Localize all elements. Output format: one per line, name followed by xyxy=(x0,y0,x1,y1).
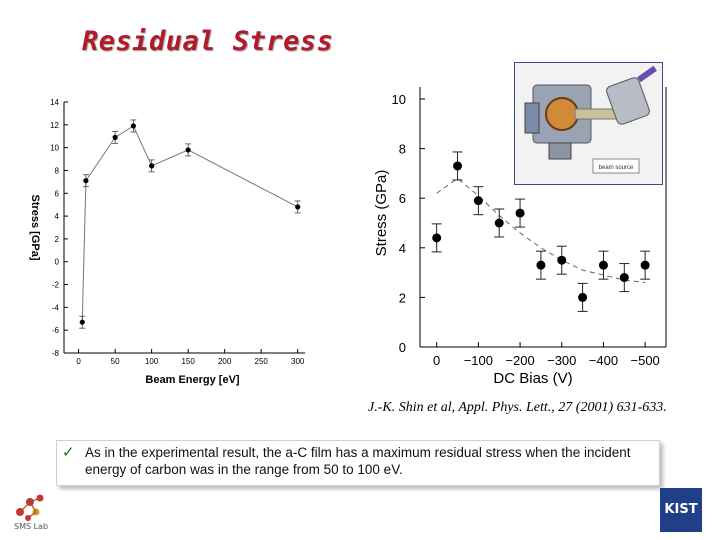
data-point xyxy=(494,218,504,228)
data-point xyxy=(79,319,85,325)
chart-beam-energy: -8 -6 -4 -2 0 2 4 6 8 10 12 14 0 50 100 150 200 250 300 Bea… xyxy=(29,98,305,386)
inset-label: beam source xyxy=(599,165,634,171)
y-tick-label: 2 xyxy=(399,290,406,305)
y-tick-label: -6 xyxy=(52,326,60,335)
inset-label-box xyxy=(592,158,640,174)
x-tick-label: −100 xyxy=(464,353,493,368)
x-tick-label: 0 xyxy=(433,353,440,368)
note-box: ✓ As in the experimental result, the a-C… xyxy=(56,440,660,486)
target-disk xyxy=(545,97,579,131)
data-point xyxy=(83,178,89,184)
data-point xyxy=(432,233,442,243)
y-tick-label: 8 xyxy=(55,166,60,175)
sms-lab-logo xyxy=(16,494,44,521)
data-point xyxy=(112,134,118,140)
y-tick-label: 8 xyxy=(399,142,406,157)
y-tick-label: -2 xyxy=(52,281,60,290)
y-axis-label: Stress [GPa] xyxy=(29,194,41,260)
x-tick-label: −500 xyxy=(631,353,660,368)
y-tick-label: 14 xyxy=(50,98,59,107)
pump-port xyxy=(548,142,572,160)
checkmark-icon: ✓ xyxy=(62,444,75,461)
note-text: As in the experimental result, the a-C f… xyxy=(85,445,631,477)
source-feed xyxy=(637,65,657,83)
y-tick-label: 10 xyxy=(50,144,59,153)
data-point xyxy=(619,273,629,283)
x-tick-label: 100 xyxy=(145,357,159,366)
x-tick-label: 200 xyxy=(218,357,232,366)
data-point xyxy=(473,196,483,206)
slide-title: Residual Stress xyxy=(82,26,334,57)
x-tick-label: 250 xyxy=(255,357,269,366)
y-axis-label: Stress (GPa) xyxy=(373,170,390,257)
data-point xyxy=(598,260,608,270)
x-tick-label: −200 xyxy=(505,353,534,368)
data-point xyxy=(130,123,136,129)
apparatus-inset: beam source xyxy=(514,62,663,185)
y-tick-label: 10 xyxy=(392,92,406,107)
data-point xyxy=(536,260,546,270)
y-tick-label: 0 xyxy=(55,258,60,267)
x-tick-label: 50 xyxy=(111,357,120,366)
y-tick-label: 12 xyxy=(50,121,59,130)
citation: J.-K. Shin et al, Appl. Phys. Lett., 27 … xyxy=(368,400,667,415)
x-axis-label: DC Bias (V) xyxy=(493,370,572,387)
data-point xyxy=(149,163,155,169)
trend-line xyxy=(436,177,646,284)
data-point xyxy=(453,161,463,171)
chamber-flange xyxy=(524,102,540,134)
x-tick-label: 0 xyxy=(76,357,81,366)
x-tick-label: −400 xyxy=(589,353,618,368)
chart-dc-bias: 0 2 4 6 8 10 0 −100 −200 −300 −400 −500 DC Bias (V) S… xyxy=(373,87,667,387)
x-axis-label: Beam Energy [eV] xyxy=(145,374,239,386)
y-tick-label: 4 xyxy=(55,212,60,221)
data-point xyxy=(185,147,191,153)
data-point xyxy=(640,260,650,270)
series-line xyxy=(81,125,298,323)
y-tick-label: 6 xyxy=(55,189,60,198)
y-tick-label: 0 xyxy=(399,340,406,355)
y-tick-label: 4 xyxy=(399,241,406,256)
x-tick-label: 150 xyxy=(181,357,195,366)
apparatus-illustration: beam source xyxy=(524,65,657,174)
data-point xyxy=(515,208,525,218)
data-point xyxy=(557,255,567,265)
ion-source-body xyxy=(606,77,650,125)
data-point xyxy=(295,204,301,210)
kist-logo: KIST xyxy=(660,488,702,532)
y-tick-label: -8 xyxy=(52,349,60,358)
y-tick-label: 6 xyxy=(399,191,406,206)
x-tick-label: 300 xyxy=(291,357,305,366)
y-tick-label: -4 xyxy=(52,303,60,312)
x-tick-label: −300 xyxy=(547,353,576,368)
data-point xyxy=(578,292,588,302)
sms-lab-label: SMS Lab xyxy=(14,522,49,531)
y-tick-label: 2 xyxy=(55,235,60,244)
